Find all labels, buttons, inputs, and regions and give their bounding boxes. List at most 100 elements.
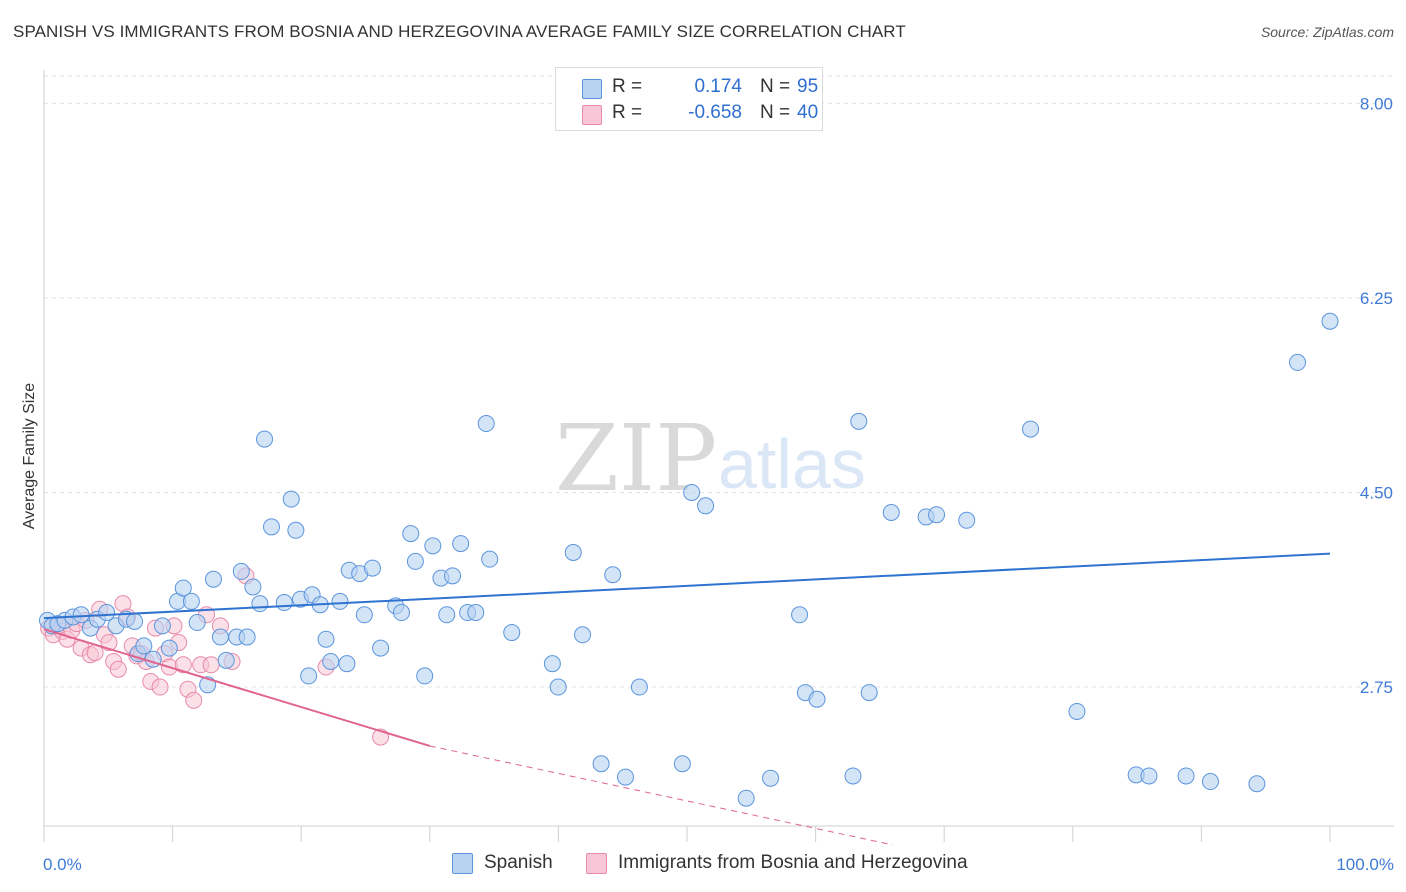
spanish-point (604, 566, 622, 584)
watermark: ZIP atlas (555, 405, 866, 512)
spanish-point (543, 655, 561, 673)
watermark-atlas: atlas (718, 425, 866, 503)
spanish-point (135, 637, 153, 655)
spanish-point (452, 535, 470, 553)
spanish-point (1177, 767, 1195, 785)
spanish-point (262, 518, 280, 536)
bosnia-point (109, 660, 127, 678)
spanish-point (1022, 420, 1040, 438)
legend-swatch-bosnia (582, 105, 602, 125)
spanish-point (98, 604, 116, 622)
legend-r-value: 0.174 (694, 76, 742, 97)
spanish-point (860, 684, 878, 702)
spanish-point (251, 595, 269, 613)
spanish-point (338, 655, 356, 673)
x-tick-label-max: 100.0% (1336, 855, 1394, 874)
spanish-point (72, 606, 90, 624)
spanish-point (300, 667, 318, 685)
legend-label-spanish: Spanish (484, 852, 553, 873)
legend-n-value: 95 (797, 76, 819, 97)
y-axis-title: Average Family Size (21, 383, 38, 530)
spanish-point (244, 578, 262, 596)
spanish-point (355, 606, 373, 624)
y-tick-labels: 2.75 4.50 6.25 8.00 (1360, 94, 1393, 697)
spanish-point (844, 767, 862, 785)
spanish-point (444, 567, 462, 585)
y-tick-label: 8.00 (1360, 94, 1393, 113)
spanish-point (238, 628, 256, 646)
bosnia-point (151, 678, 169, 696)
spanish-point (282, 490, 300, 508)
bosnia-point (185, 691, 203, 709)
spanish-point (174, 579, 192, 597)
spanish-point (402, 525, 420, 543)
spanish-point (1321, 312, 1339, 330)
y-tick-label: 6.25 (1360, 289, 1393, 308)
x-tick-label-min: 0.0% (43, 855, 82, 874)
spanish-point (477, 415, 495, 433)
spanish-point (188, 614, 206, 632)
spanish-point (697, 497, 715, 515)
spanish-point (616, 768, 634, 786)
spanish-point (503, 624, 521, 642)
spanish-point (564, 544, 582, 562)
spanish-point (322, 652, 340, 670)
spanish-point (928, 506, 946, 524)
legend-label-bosnia: Immigrants from Bosnia and Herzegovina (618, 852, 968, 873)
spanish-point (481, 550, 499, 568)
spanish-point (574, 626, 592, 644)
spanish-point (673, 755, 691, 773)
spanish-point (211, 628, 229, 646)
spanish-trend-line (43, 552, 1331, 620)
spanish-point (204, 570, 222, 588)
spanish-point (1140, 767, 1158, 785)
bosnia-point (202, 656, 220, 674)
source-label: Source: ZipAtlas.com (1260, 24, 1394, 40)
spanish-point (1068, 702, 1086, 720)
spanish-point (416, 667, 434, 685)
spanish-point (438, 606, 456, 624)
legend-swatch-spanish (582, 79, 602, 99)
gridlines (44, 75, 1394, 688)
legend-r-label: R = (612, 102, 643, 123)
legend-n-label: N = (760, 102, 791, 123)
spanish-point (683, 483, 701, 501)
spanish-point (808, 690, 826, 708)
spanish-point (406, 552, 424, 570)
spanish-point (1248, 775, 1266, 793)
spanish-point (372, 639, 390, 657)
axes (43, 70, 1394, 827)
spanish-point (1289, 353, 1307, 371)
spanish-point (126, 612, 144, 630)
spanish-point (153, 617, 171, 635)
correlation-legend: R = 0.174 N = 95 R = -0.658 N = 40 (555, 67, 823, 131)
spanish-point (317, 630, 335, 648)
spanish-point (850, 412, 868, 430)
spanish-points (38, 312, 1339, 807)
spanish-point (275, 594, 293, 612)
spanish-point (217, 651, 235, 669)
spanish-point (762, 769, 780, 787)
spanish-point (791, 606, 809, 624)
chart-title: SPANISH VS IMMIGRANTS FROM BOSNIA AND HE… (13, 22, 906, 41)
spanish-point (331, 592, 349, 610)
spanish-point (467, 604, 485, 622)
bosnia-point (174, 656, 192, 674)
legend-swatch-bosnia (586, 853, 607, 874)
y-tick-label: 4.50 (1360, 483, 1393, 502)
bosnia-trend-line (43, 628, 431, 747)
legend-r-label: R = (612, 76, 643, 97)
spanish-point (392, 604, 410, 622)
legend-r-value: -0.658 (688, 102, 742, 123)
x-ticks (43, 826, 1331, 842)
spanish-point (882, 503, 900, 521)
legend-n-label: N = (760, 76, 791, 97)
spanish-point (287, 521, 305, 539)
trend-lines (43, 552, 1331, 846)
legend-n-value: 40 (797, 102, 819, 123)
bosnia-trend-extension (429, 745, 893, 846)
spanish-point (958, 511, 976, 529)
legend-swatch-spanish (452, 853, 473, 874)
spanish-point (160, 639, 178, 657)
